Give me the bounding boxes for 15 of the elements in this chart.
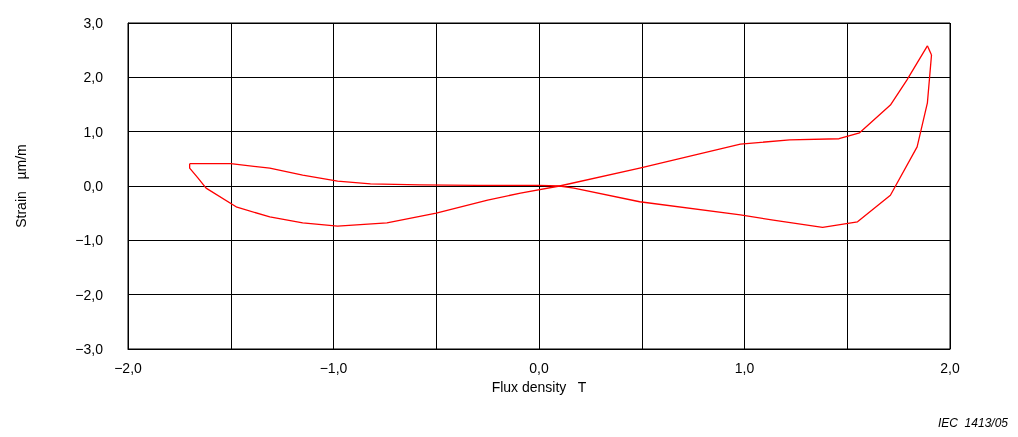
y-axis-title: Strain µm/m [13,144,29,228]
x-axis-title: Flux density T [491,378,587,395]
y-tick-label: −3,0 [75,341,104,357]
y-tick-label: 2,0 [83,69,104,86]
x-tick-label: −2,0 [114,360,143,376]
x-tick-label: 0,0 [529,360,549,376]
x-tick-label: −1,0 [319,360,348,376]
y-tick-label: 0,0 [83,178,104,194]
x-tick-label: 1,0 [734,360,755,376]
text: IEC 1413/05 [937,416,1009,430]
y-tick-label: −1,0 [75,232,104,249]
y-tick-label: 3,0 [83,15,104,31]
y-tick-label: −2,0 [75,286,104,303]
y-tick-label: 1,0 [83,123,104,140]
x-tick-label: 2,0 [940,360,960,376]
